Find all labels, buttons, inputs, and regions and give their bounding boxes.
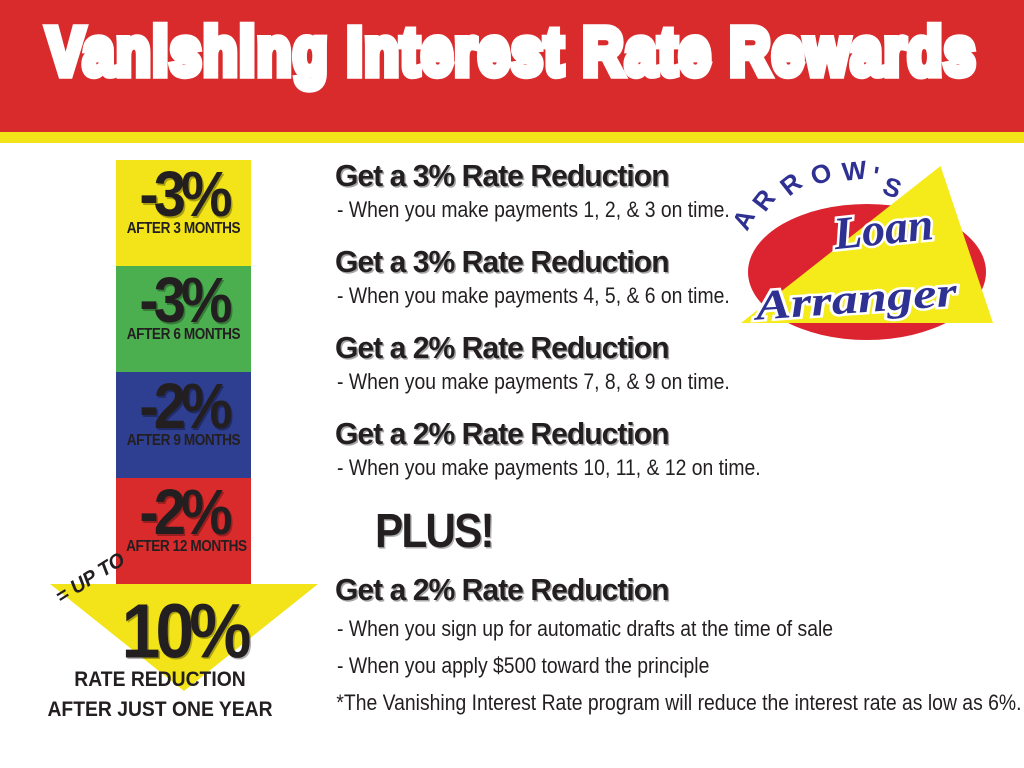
svg-text:Loan: Loan: [830, 198, 935, 259]
svg-text:R: R: [746, 183, 781, 216]
svg-text:W: W: [840, 158, 868, 187]
svg-text:': ': [870, 160, 881, 191]
svg-text:R: R: [774, 166, 807, 201]
svg-text:O: O: [806, 158, 836, 192]
svg-text:A: A: [735, 204, 761, 235]
